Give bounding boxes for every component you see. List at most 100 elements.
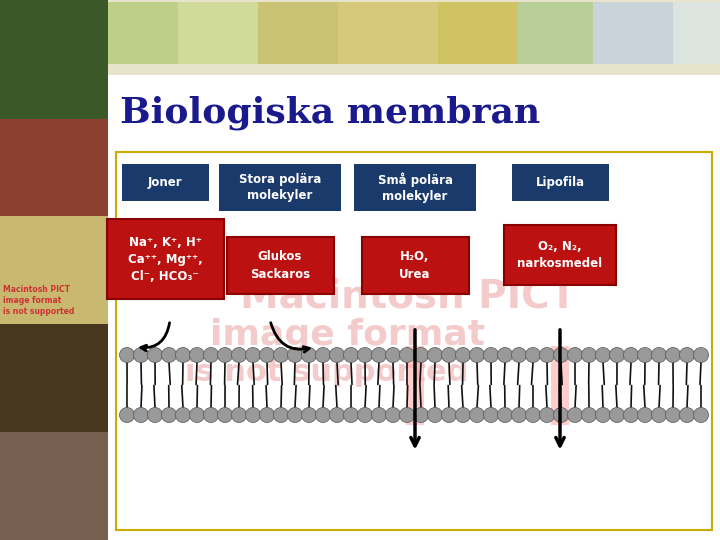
Circle shape (246, 408, 261, 422)
Circle shape (246, 348, 261, 362)
Circle shape (582, 348, 596, 362)
FancyBboxPatch shape (511, 164, 608, 201)
Circle shape (189, 408, 204, 422)
Circle shape (120, 408, 135, 422)
Circle shape (400, 348, 415, 362)
FancyBboxPatch shape (518, 2, 593, 64)
Circle shape (413, 348, 428, 362)
Circle shape (567, 348, 582, 362)
Circle shape (232, 348, 246, 362)
FancyBboxPatch shape (0, 0, 108, 119)
Circle shape (610, 408, 624, 422)
Circle shape (217, 408, 233, 422)
Circle shape (624, 348, 639, 362)
FancyBboxPatch shape (108, 0, 720, 75)
Circle shape (330, 408, 344, 422)
Circle shape (539, 348, 554, 362)
Circle shape (441, 348, 456, 362)
Circle shape (526, 348, 541, 362)
Circle shape (484, 408, 498, 422)
FancyBboxPatch shape (107, 219, 223, 299)
Circle shape (610, 348, 624, 362)
Circle shape (315, 348, 330, 362)
Circle shape (665, 348, 680, 362)
Circle shape (120, 348, 135, 362)
FancyBboxPatch shape (673, 2, 720, 64)
Circle shape (372, 408, 387, 422)
Circle shape (385, 408, 400, 422)
Circle shape (161, 408, 176, 422)
Circle shape (693, 348, 708, 362)
Circle shape (287, 348, 302, 362)
Text: is not supported: is not supported (185, 358, 469, 387)
Circle shape (693, 408, 708, 422)
Circle shape (567, 408, 582, 422)
Text: Macintosh PICT: Macintosh PICT (240, 278, 576, 316)
Text: Små polära
molekyler: Små polära molekyler (377, 172, 452, 203)
FancyBboxPatch shape (438, 2, 518, 64)
Circle shape (232, 408, 246, 422)
Circle shape (148, 348, 163, 362)
FancyBboxPatch shape (122, 164, 209, 201)
FancyBboxPatch shape (258, 2, 338, 64)
FancyBboxPatch shape (593, 2, 673, 64)
Circle shape (652, 408, 667, 422)
FancyBboxPatch shape (108, 2, 178, 64)
Circle shape (441, 408, 456, 422)
Circle shape (526, 408, 541, 422)
FancyBboxPatch shape (116, 152, 712, 530)
Circle shape (358, 408, 372, 422)
Circle shape (469, 348, 485, 362)
Circle shape (330, 348, 344, 362)
Circle shape (343, 408, 359, 422)
Circle shape (204, 348, 218, 362)
Circle shape (595, 408, 611, 422)
Circle shape (259, 348, 274, 362)
Circle shape (665, 408, 680, 422)
Circle shape (624, 408, 639, 422)
FancyBboxPatch shape (354, 164, 476, 211)
Circle shape (343, 348, 359, 362)
Circle shape (358, 348, 372, 362)
Circle shape (652, 348, 667, 362)
Text: image format: image format (210, 318, 485, 352)
Circle shape (498, 348, 513, 362)
FancyBboxPatch shape (178, 2, 258, 64)
Circle shape (176, 408, 191, 422)
Text: image format: image format (3, 296, 61, 305)
Circle shape (217, 348, 233, 362)
Circle shape (498, 408, 513, 422)
Text: Glukos
Sackaros: Glukos Sackaros (250, 251, 310, 280)
Circle shape (428, 408, 443, 422)
FancyBboxPatch shape (227, 237, 333, 294)
Circle shape (161, 348, 176, 362)
FancyBboxPatch shape (0, 216, 108, 324)
Circle shape (484, 348, 498, 362)
Circle shape (274, 348, 289, 362)
Circle shape (372, 348, 387, 362)
Circle shape (259, 408, 274, 422)
Circle shape (148, 408, 163, 422)
Circle shape (554, 408, 569, 422)
Circle shape (511, 348, 526, 362)
Circle shape (595, 348, 611, 362)
Circle shape (428, 348, 443, 362)
Text: Stora polära
molekyler: Stora polära molekyler (239, 173, 321, 202)
Circle shape (315, 408, 330, 422)
Circle shape (176, 348, 191, 362)
Circle shape (400, 408, 415, 422)
Text: O₂, N₂,
narkosmedel: O₂, N₂, narkosmedel (518, 240, 603, 270)
Circle shape (637, 408, 652, 422)
Circle shape (133, 408, 148, 422)
Circle shape (274, 408, 289, 422)
Circle shape (204, 408, 218, 422)
FancyBboxPatch shape (361, 237, 469, 294)
Text: Macintosh PICT: Macintosh PICT (3, 285, 70, 294)
FancyBboxPatch shape (504, 225, 616, 285)
Circle shape (413, 408, 428, 422)
FancyBboxPatch shape (551, 346, 569, 424)
Text: H₂O,
Urea: H₂O, Urea (400, 251, 431, 280)
Circle shape (469, 408, 485, 422)
FancyBboxPatch shape (406, 346, 424, 424)
Text: Lipofila: Lipofila (536, 176, 585, 189)
